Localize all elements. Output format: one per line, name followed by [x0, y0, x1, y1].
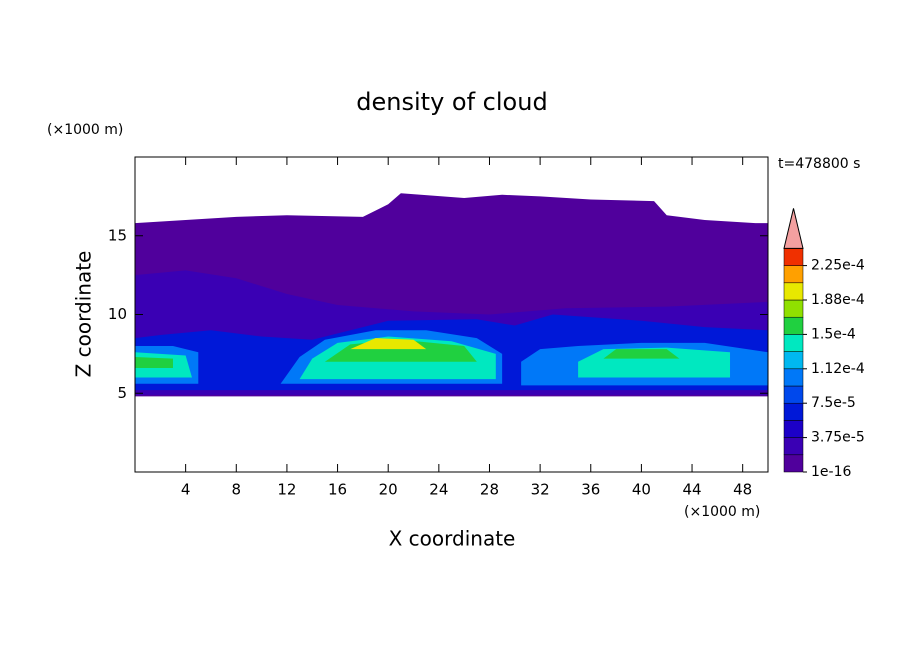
- x-tick-label: 48: [733, 481, 752, 499]
- colorbar-band: [783, 248, 804, 266]
- colorbar-band: [783, 265, 804, 284]
- y-tick-label: 10: [108, 305, 127, 323]
- colorbar-tick-label: 1.12e-4: [811, 361, 865, 377]
- y-unit: (×1000 m): [47, 122, 123, 138]
- x-tick-label: 36: [581, 481, 600, 499]
- colorbar-band: [783, 454, 804, 473]
- x-tick-label: 24: [429, 481, 448, 499]
- time-label: t=478800 s: [778, 156, 860, 172]
- colorbar-band: [783, 420, 804, 438]
- y-tick-label: 5: [117, 384, 127, 402]
- colorbar-tick-label: 2.25e-4: [811, 258, 865, 274]
- colorbar-tick-label: 1.5e-4: [811, 326, 856, 342]
- y-tick-label: 15: [108, 226, 127, 244]
- x-tick-label: 32: [531, 481, 550, 499]
- colorbar-band: [783, 437, 804, 456]
- colorbar-tick-label: 7.5e-5: [811, 395, 856, 411]
- colorbar-band: [783, 299, 804, 318]
- x-tick-label: 20: [379, 481, 398, 499]
- x-tick-label: 4: [181, 481, 191, 499]
- colorbar-band: [783, 282, 804, 301]
- colorbar-band: [783, 334, 804, 352]
- chart-title: density of cloud: [356, 88, 547, 116]
- colorbar-tick-label: 1.88e-4: [811, 292, 865, 308]
- contour-region: [135, 357, 173, 369]
- colorbar-tick-label: 3.75e-5: [811, 430, 865, 446]
- colorbar-band: [783, 402, 804, 421]
- x-tick-label: 44: [682, 481, 701, 499]
- x-tick-label: 28: [480, 481, 499, 499]
- contour-region: [603, 349, 680, 359]
- x-tick-label: 8: [232, 481, 242, 499]
- colorbar-over: [783, 208, 804, 249]
- contour-region: [350, 338, 427, 350]
- colorbar-band: [783, 385, 804, 404]
- x-unit: (×1000 m): [684, 504, 760, 520]
- x-tick-label: 16: [328, 481, 347, 499]
- x-axis-label: X coordinate: [389, 527, 516, 551]
- colorbar-band: [783, 316, 804, 335]
- colorbar-band: [783, 351, 804, 370]
- x-tick-label: 12: [277, 481, 296, 499]
- colorbar-tick-label: 1e-16: [811, 464, 851, 480]
- y-axis-label: Z coordinate: [72, 251, 96, 378]
- colorbar-band: [783, 368, 804, 387]
- x-tick-label: 40: [632, 481, 651, 499]
